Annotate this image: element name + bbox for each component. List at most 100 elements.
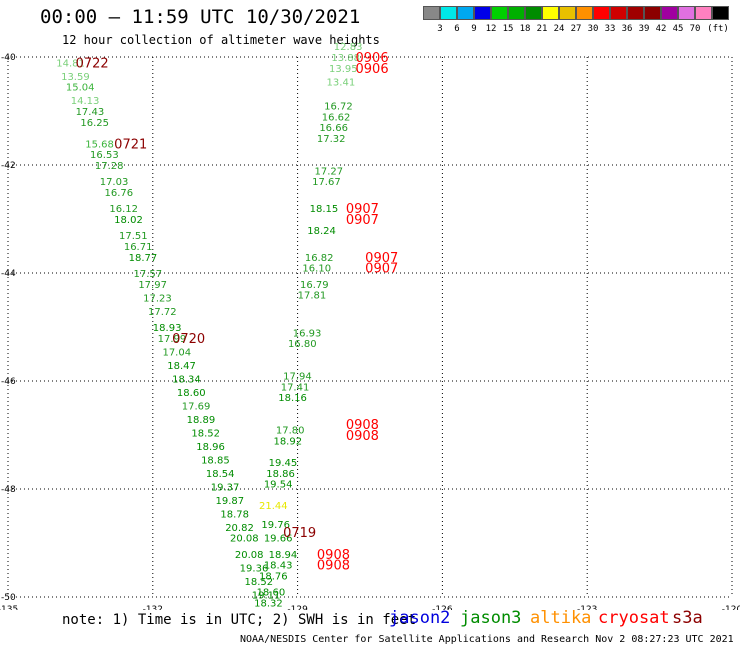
colorbar-label: 39: [638, 24, 650, 34]
swh-value-label: 17.27: [314, 166, 343, 177]
colorbar-label: 3: [437, 24, 443, 34]
x-tick-label: -120: [722, 605, 740, 610]
colorbar-swatch: [712, 6, 729, 20]
swh-value-label: 18.94: [269, 550, 298, 561]
swh-value-label: 18.52: [245, 577, 274, 588]
swh-value-label: 18.78: [220, 509, 249, 520]
swh-value-label: 19.76: [261, 520, 290, 531]
colorbar-label: 30: [587, 24, 599, 34]
swh-value-label: 13.59: [61, 72, 90, 83]
colorbar-swatch: [678, 6, 695, 20]
swh-value-label: 18.15: [310, 204, 339, 215]
y-tick-label: -48: [1, 485, 16, 495]
swh-value-label: 17.43: [76, 107, 105, 118]
x-tick-label: -135: [0, 605, 18, 610]
swh-value-label: 16.53: [90, 150, 119, 161]
colorbar-label: 36: [621, 24, 633, 34]
swh-value-label: 18.16: [278, 393, 307, 404]
swh-value-label: 17.69: [182, 401, 211, 412]
swh-value-label: 12.83: [334, 42, 363, 53]
pass-time-label: 0908: [317, 548, 350, 563]
colorbar-label: 18: [519, 24, 531, 34]
colorbar-swatch: [627, 6, 644, 20]
swh-value-label: 18.43: [264, 561, 293, 572]
swh-value-label: 17.80: [276, 426, 305, 437]
swh-value-label: 17.81: [298, 291, 327, 302]
swh-value-label: 18.89: [187, 415, 216, 426]
legend-entry-cryosat: cryosat: [598, 608, 670, 628]
pass-time-label: 0907: [346, 202, 379, 217]
swh-value-label: 18.92: [273, 436, 302, 447]
swh-value-label: 19.66: [264, 534, 293, 545]
swh-value-label: 20.08: [230, 534, 259, 545]
map-plot: -135 -132 -129 -126 -123 -120 -40 -42 -44 -46 -48 -…: [0, 42, 740, 610]
swh-value-label: 18.93: [153, 323, 182, 334]
colorbar-swatch: [610, 6, 627, 20]
y-tick-label: -46: [1, 377, 16, 387]
swh-value-label: 18.96: [196, 442, 225, 453]
pass-time-label: 0908: [346, 418, 379, 433]
legend-entry-altika: altika: [530, 608, 592, 628]
colorbar-swatch: [559, 6, 576, 20]
swh-value-label: 15.04: [66, 83, 95, 94]
swh-value-label: 13.95: [329, 64, 358, 75]
swh-value-label: 16.10: [302, 264, 331, 275]
swh-value-label: 18.52: [191, 428, 220, 439]
swh-value-label: 17.03: [100, 177, 129, 188]
x-tick-label: -132: [143, 605, 163, 610]
swh-value-label: 19.54: [264, 480, 293, 491]
swh-value-label: 21.44: [259, 501, 288, 512]
swh-value-label: 14.13: [71, 96, 100, 107]
swh-value-label: 18.32: [254, 598, 283, 609]
colorbar-label: 33: [604, 24, 616, 34]
pass-time-label: 0908: [317, 559, 350, 574]
colorbar-swatch: [542, 6, 559, 20]
colorbar-label: 12: [485, 24, 497, 34]
colorbar-label: 21: [536, 24, 548, 34]
colorbar-unit: (ft): [707, 24, 729, 34]
colorbar-swatch: [457, 6, 474, 20]
page-subtitle: 12 hour collection of altimeter wave hei…: [62, 33, 380, 47]
y-tick-label: -40: [1, 53, 16, 63]
footnote: note: 1) Time is in UTC; 2) SWH is in fe…: [62, 612, 417, 628]
legend-entry-jason2: jason2: [389, 608, 451, 628]
colorbar-label: 15: [502, 24, 514, 34]
pass-time-label: 0722: [76, 56, 109, 71]
x-tick-label: -126: [432, 605, 453, 610]
colorbar-label: 6: [454, 24, 460, 34]
swh-value-label: 18.77: [129, 253, 158, 264]
swh-value-label: 18.02: [114, 215, 143, 226]
swh-value-label: 18.24: [307, 226, 336, 237]
swh-value-label: 18.34: [172, 374, 201, 385]
swh-value-label: 13.41: [327, 77, 356, 88]
swh-value-label: 17.23: [143, 293, 172, 304]
swh-value-label: 20.82: [225, 523, 254, 534]
legend-entry-s3a: s3a: [672, 608, 703, 628]
colorbar-label: 9: [471, 24, 477, 34]
swh-value-label: 16.62: [322, 112, 351, 123]
swh-value-label: 18.54: [206, 469, 235, 480]
colorbar-swatch: [661, 6, 678, 20]
swh-value-label: 16.76: [105, 188, 134, 199]
swh-value-label: 18.60: [257, 588, 286, 599]
colorbar-swatch: [593, 6, 610, 20]
swh-value-label: 17.99: [158, 334, 187, 345]
swh-value-label: 16.66: [319, 123, 348, 134]
colorbar-swatch: [491, 6, 508, 20]
colorbar-label: 27: [570, 24, 582, 34]
pass-time-label: 0907: [365, 251, 398, 266]
pass-time-label: 0719: [283, 526, 316, 541]
swh-value-label: 19.36: [240, 563, 269, 574]
colorbar-label: 45: [672, 24, 684, 34]
colorbar-swatch: [508, 6, 525, 20]
colorbar-label: 42: [655, 24, 667, 34]
colorbar-swatch: [644, 6, 661, 20]
y-tick-label: -50: [1, 593, 16, 603]
swh-value-label: 17.67: [312, 177, 341, 188]
swh-value-label: 18.47: [167, 361, 196, 372]
swh-value-label: 18.60: [177, 388, 206, 399]
swh-value-label: 16.25: [80, 118, 109, 129]
swh-value-label: 17.41: [281, 382, 310, 393]
y-tick-label: -42: [1, 161, 16, 171]
colorbar-swatch: [423, 6, 440, 20]
